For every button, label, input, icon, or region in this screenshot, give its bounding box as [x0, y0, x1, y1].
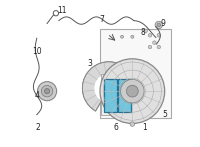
Circle shape — [127, 78, 149, 101]
Text: 5: 5 — [162, 110, 167, 119]
Circle shape — [157, 34, 161, 37]
Text: 9: 9 — [161, 19, 166, 28]
Circle shape — [153, 41, 156, 44]
Bar — [118, 79, 131, 112]
Text: 7: 7 — [99, 15, 104, 24]
Circle shape — [155, 21, 162, 29]
Circle shape — [38, 82, 57, 101]
Text: 6: 6 — [114, 123, 119, 132]
Text: 1: 1 — [142, 123, 146, 132]
Circle shape — [94, 74, 123, 103]
Circle shape — [100, 59, 165, 123]
Circle shape — [130, 122, 135, 126]
Circle shape — [132, 83, 144, 96]
Text: 11: 11 — [57, 6, 67, 15]
Circle shape — [157, 45, 161, 49]
Circle shape — [121, 79, 144, 103]
Bar — [100, 29, 171, 118]
Text: 8: 8 — [140, 28, 145, 37]
Text: 3: 3 — [87, 59, 92, 68]
Circle shape — [44, 88, 50, 94]
Circle shape — [148, 45, 152, 49]
Text: 10: 10 — [32, 47, 42, 56]
Circle shape — [121, 35, 124, 38]
Bar — [101, 74, 134, 115]
Circle shape — [126, 85, 138, 97]
Circle shape — [157, 23, 161, 27]
Bar — [104, 79, 117, 112]
Circle shape — [144, 29, 147, 33]
Text: 2: 2 — [36, 123, 41, 132]
Circle shape — [131, 35, 134, 38]
Wedge shape — [82, 62, 135, 111]
Circle shape — [119, 71, 157, 108]
Circle shape — [113, 65, 163, 115]
Circle shape — [148, 34, 152, 37]
Circle shape — [41, 85, 53, 97]
Text: 4: 4 — [34, 91, 39, 100]
